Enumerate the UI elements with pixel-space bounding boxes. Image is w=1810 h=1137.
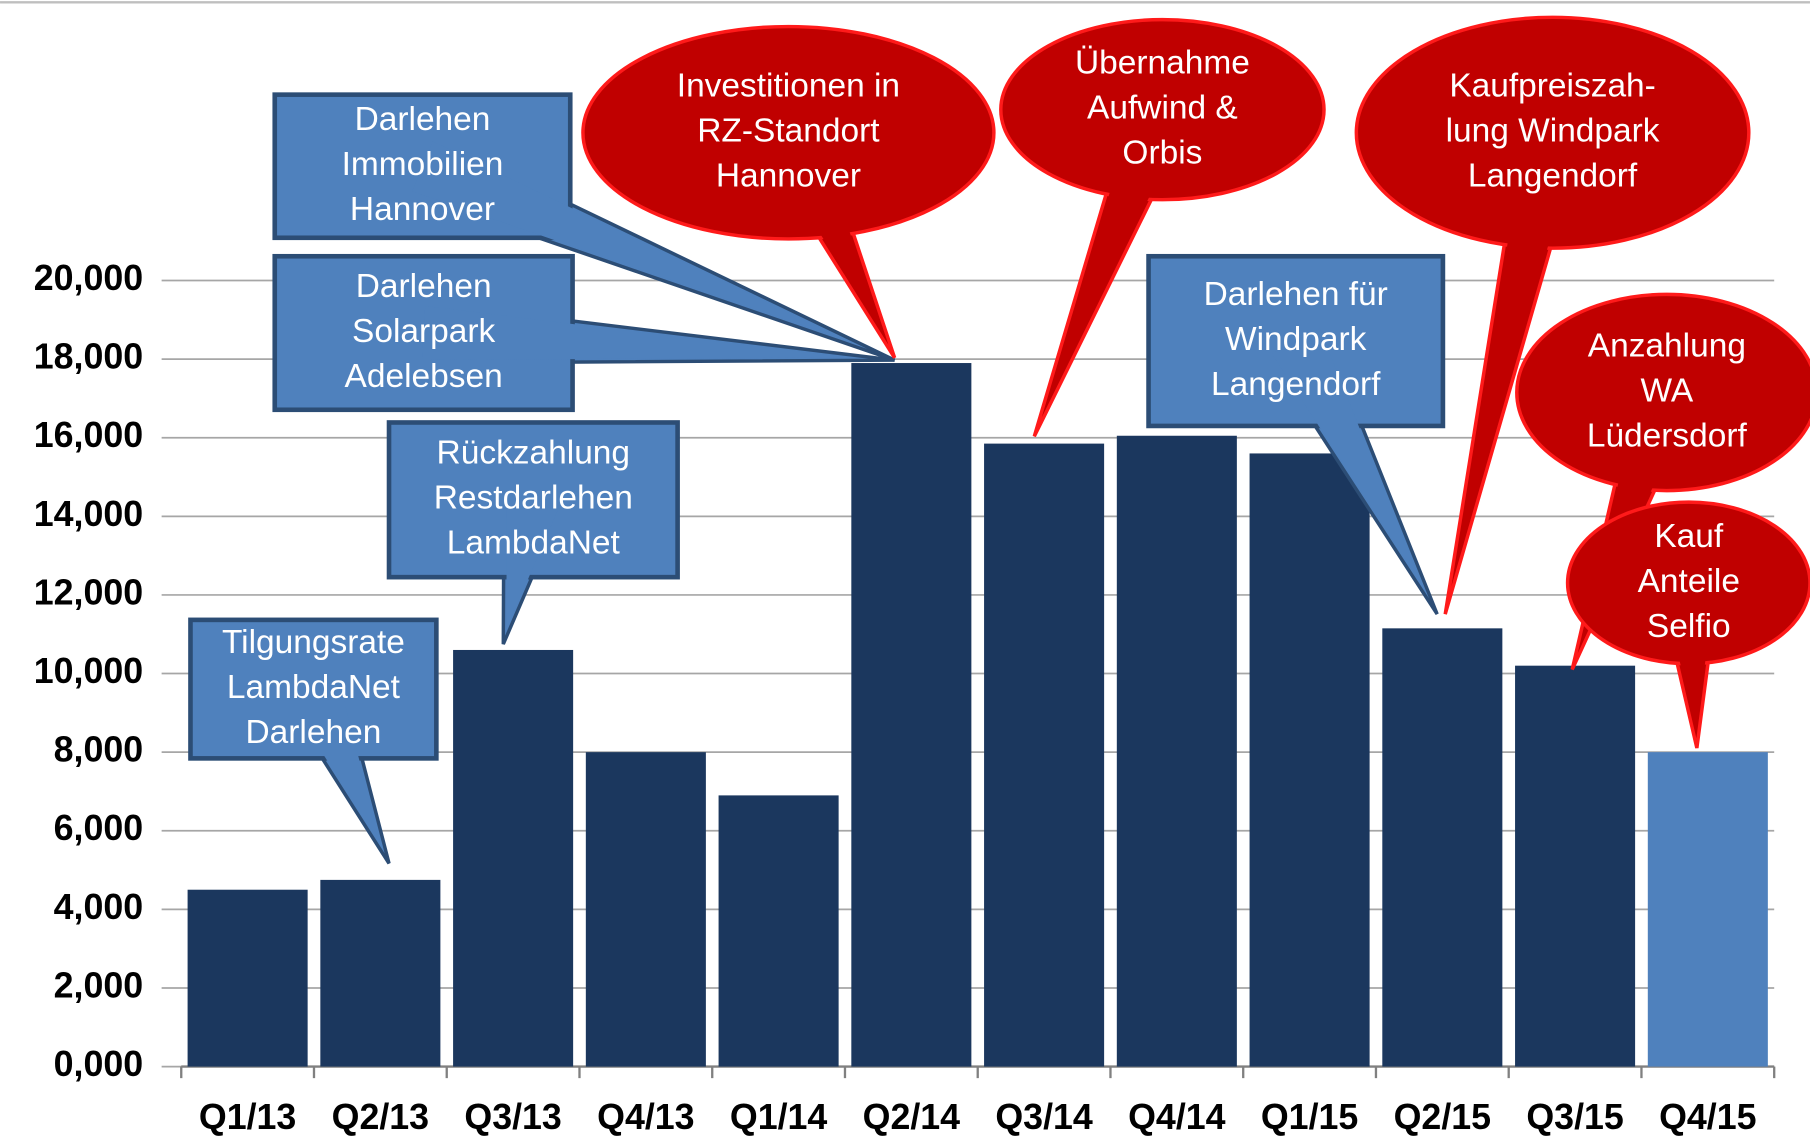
callout-text: Übernahme [1075,44,1250,81]
callout-bubble [581,24,996,241]
callout-text: Selfio [1647,608,1731,645]
bar [718,795,839,1067]
callout-text: LambdaNet [227,669,401,706]
callout-text: Darlehen [355,101,491,138]
callout-text: Adelebsen [345,358,503,395]
y-tick-label: 8,000 [54,730,144,770]
callout-tail-fill [412,141,848,341]
y-tick-label: 12,000 [34,572,143,612]
callout: Darlehen Solarpark Adelebsen [272,253,895,413]
x-tick-label: Q1/13 [199,1097,296,1137]
bar [1249,453,1370,1067]
bar [1382,628,1503,1067]
x-tick-label: Q1/15 [1261,1097,1358,1137]
callout-text: Hannover [716,158,861,195]
x-tick-label: Q2/15 [1394,1097,1491,1137]
callout-tail-fill [1271,328,1423,587]
bar [187,889,308,1067]
callout-text: Darlehen [356,268,492,305]
callout: Darlehen Immobilien Hannover [272,92,896,362]
x-tick-label: Q1/14 [730,1097,828,1137]
callout-bubble [1354,15,1751,250]
bar [984,443,1105,1067]
callout: Übernahme Aufwind & Orbis [999,17,1326,438]
callout-text: Darlehen für [1204,276,1388,313]
y-tick-label: 14,000 [34,494,143,534]
x-tick-label: Q4/14 [1128,1097,1226,1137]
x-tick-label: Q3/15 [1526,1097,1623,1137]
y-tick-label: 6,000 [54,808,144,848]
bar [453,649,574,1067]
callout-text: Windpark [1225,321,1367,358]
x-tick-label: Q2/13 [332,1097,429,1137]
bar [1515,665,1636,1067]
callout-text: Darlehen [245,714,381,751]
x-tick-label: Q4/13 [597,1097,694,1137]
callout-text: Anteile [1638,563,1740,600]
y-tick-label: 10,000 [34,651,143,691]
bar [1647,752,1768,1067]
callout-text: Rückzahlung [437,435,630,472]
callout-tail-fill [1047,99,1188,404]
y-tick-label: 20,000 [34,258,143,298]
y-tick-label: 2,000 [54,965,144,1005]
callout-text: Solarpark [352,313,496,350]
callout-tail-fill [506,494,560,630]
callout-text: Lüdersdorf [1587,417,1748,454]
callout-text: Investitionen in [677,68,900,105]
callout-text: Kaufpreiszah- [1449,68,1656,105]
callout-text: Kauf [1654,518,1724,555]
callout-text: WA [1641,372,1694,409]
bar [851,363,972,1067]
x-tick-label: Q3/13 [464,1097,561,1137]
bar [1116,435,1237,1067]
callout-tail-fill [1455,126,1579,566]
callout: Kaufpreiszah-lung Windpark Langendorf [1354,15,1751,615]
callout: Kauf Anteile Selfio [1565,500,1810,749]
callout-text: Tilgungsrate [222,624,405,661]
callout-tail-fill [763,121,884,336]
callout-text: Immobilien [342,146,504,183]
bar [585,752,706,1067]
bar [320,879,441,1067]
callout-text: Langendorf [1468,158,1638,195]
x-tick-label: Q4/15 [1659,1097,1756,1137]
callout-tail-fill [288,678,382,846]
y-tick-label: 18,000 [34,337,143,377]
y-tick-label: 16,000 [34,415,143,455]
callout-text: Hannover [350,191,495,228]
callout: Tilgungsrate LambdaNet Darlehen [188,617,439,865]
callout-tail-fill [1661,581,1716,732]
callout-text: LambdaNet [447,525,621,562]
callout: Darlehen für Windpark Langendorf [1146,253,1446,616]
callout: Rückzahlung Restdarlehen LambdaNet [386,420,680,645]
callout-bubble [999,17,1326,202]
callout-text: Anzahlung [1588,327,1746,364]
callout-text: Langendorf [1211,366,1381,403]
callout-text: Restdarlehen [434,480,633,517]
callout-text: lung Windpark [1446,113,1660,150]
callout-text: Orbis [1122,135,1202,172]
callout-text: RZ-Standort [697,113,880,150]
x-tick-label: Q2/14 [863,1097,961,1137]
y-tick-label: 0,000 [54,1044,144,1084]
callout: Investitionen in RZ-Standort Hannover [581,24,996,359]
x-tick-label: Q3/14 [995,1097,1093,1137]
y-tick-label: 4,000 [54,887,144,927]
callout-tail-fill [422,306,848,360]
callout-text: Aufwind & [1087,90,1238,127]
